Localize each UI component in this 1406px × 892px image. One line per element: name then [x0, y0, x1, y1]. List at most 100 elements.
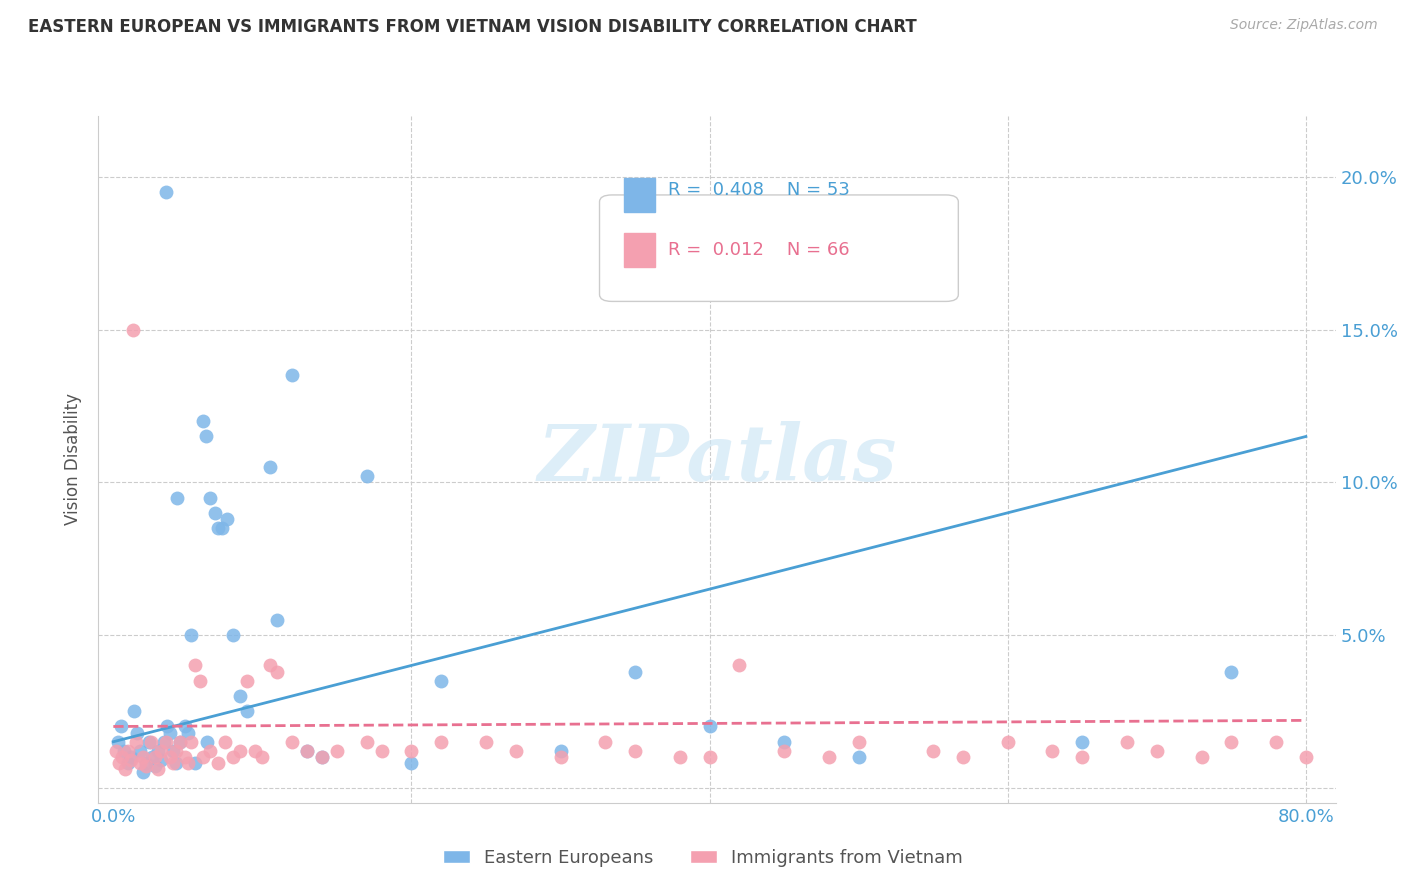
Point [266, 613, 288, 627]
Point [211, 521, 233, 535]
Point [505, 744, 527, 758]
Point [207, 521, 229, 535]
Point [132, 765, 155, 780]
Point [370, 744, 392, 758]
Point [430, 673, 453, 688]
Bar [624, 178, 655, 212]
Point [177, 756, 200, 771]
Point [1265, 735, 1288, 749]
Point [699, 719, 721, 733]
Point [173, 719, 195, 733]
Point [141, 750, 163, 764]
Point [166, 491, 188, 505]
Text: R =  0.408    N = 53: R = 0.408 N = 53 [668, 181, 849, 199]
Point [221, 750, 243, 764]
Point [117, 756, 139, 771]
Point [624, 665, 647, 679]
Point [159, 750, 181, 764]
Point [120, 753, 142, 767]
Point [146, 762, 169, 776]
Point [229, 744, 252, 758]
Point [1191, 750, 1213, 764]
Point [150, 744, 173, 758]
Point [191, 414, 214, 428]
Point [295, 744, 318, 758]
Point [107, 735, 129, 749]
Point [773, 735, 796, 749]
Point [281, 735, 304, 749]
Point [108, 756, 131, 771]
Point [169, 735, 191, 749]
Point [1116, 735, 1139, 749]
Point [243, 744, 266, 758]
Point [550, 750, 572, 764]
Point [848, 735, 870, 749]
Point [997, 735, 1019, 749]
Text: EASTERN EUROPEAN VS IMMIGRANTS FROM VIETNAM VISION DISABILITY CORRELATION CHART: EASTERN EUROPEAN VS IMMIGRANTS FROM VIET… [28, 18, 917, 36]
Point [156, 719, 179, 733]
Point [221, 628, 243, 642]
Point [159, 725, 181, 739]
Point [952, 750, 974, 764]
Point [188, 673, 211, 688]
Point [311, 750, 333, 764]
Y-axis label: Vision Disability: Vision Disability [65, 393, 83, 525]
Point [1220, 735, 1243, 749]
Point [143, 750, 166, 764]
Point [668, 750, 690, 764]
Point [114, 762, 136, 776]
Point [146, 744, 169, 758]
Bar [624, 233, 655, 267]
Point [236, 704, 259, 718]
Point [121, 323, 143, 337]
Point [1071, 750, 1094, 764]
Point [728, 658, 751, 673]
Point [165, 744, 187, 758]
Point [773, 744, 796, 758]
Point [266, 665, 288, 679]
Point [475, 735, 498, 749]
Point [818, 750, 841, 764]
Point [105, 744, 128, 758]
Point [110, 719, 132, 733]
Point [194, 429, 217, 443]
Point [281, 368, 304, 383]
Point [200, 744, 222, 758]
Point [135, 759, 157, 773]
Point [143, 759, 166, 773]
Point [214, 735, 236, 749]
Point [215, 512, 238, 526]
Point [848, 750, 870, 764]
Point [259, 460, 281, 475]
Point [430, 735, 453, 749]
Point [204, 506, 226, 520]
Point [259, 658, 281, 673]
Point [180, 628, 202, 642]
Point [169, 735, 191, 749]
Point [356, 469, 378, 483]
Point [326, 744, 349, 758]
Text: ZIPatlas: ZIPatlas [537, 421, 897, 498]
Point [153, 735, 176, 749]
Point [699, 750, 721, 764]
Point [252, 750, 274, 764]
Point [1042, 744, 1064, 758]
Point [1071, 735, 1094, 749]
Point [311, 750, 333, 764]
Point [125, 735, 148, 749]
Point [117, 744, 139, 758]
Point [401, 756, 423, 771]
Point [191, 750, 214, 764]
FancyBboxPatch shape [599, 195, 959, 301]
Point [922, 744, 945, 758]
Point [207, 756, 229, 771]
Point [200, 491, 222, 505]
Point [184, 756, 207, 771]
Point [111, 750, 134, 764]
Point [139, 735, 162, 749]
Point [129, 744, 152, 758]
Point [550, 744, 572, 758]
Point [593, 735, 616, 749]
Point [165, 756, 187, 771]
Text: Source: ZipAtlas.com: Source: ZipAtlas.com [1230, 18, 1378, 32]
